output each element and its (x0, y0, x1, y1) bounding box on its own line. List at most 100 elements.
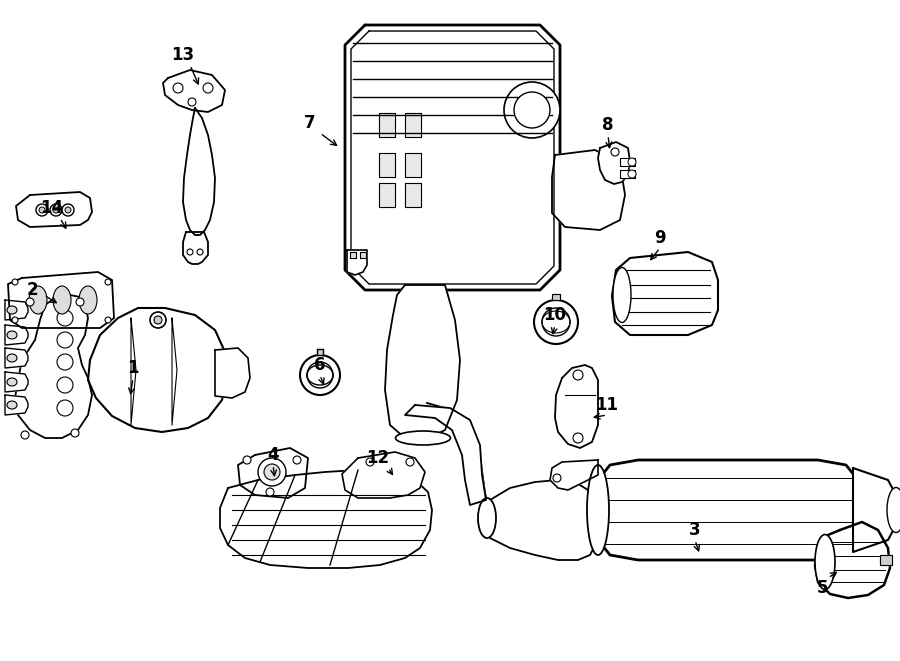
Polygon shape (405, 405, 486, 505)
Polygon shape (620, 158, 635, 166)
Polygon shape (550, 460, 598, 490)
Circle shape (307, 362, 333, 388)
Circle shape (187, 249, 193, 255)
Polygon shape (552, 150, 625, 230)
Polygon shape (598, 460, 858, 560)
Polygon shape (8, 272, 114, 328)
Circle shape (293, 456, 301, 464)
Text: 14: 14 (40, 199, 64, 217)
Polygon shape (342, 452, 425, 498)
Circle shape (258, 458, 286, 486)
Polygon shape (183, 108, 215, 235)
Ellipse shape (7, 306, 17, 314)
Ellipse shape (7, 401, 17, 409)
Ellipse shape (478, 498, 496, 538)
Polygon shape (215, 348, 250, 398)
Text: 11: 11 (596, 396, 618, 414)
Ellipse shape (613, 268, 631, 323)
Circle shape (514, 92, 550, 128)
Polygon shape (5, 372, 28, 392)
Polygon shape (360, 252, 366, 258)
Polygon shape (220, 470, 432, 568)
Polygon shape (5, 395, 28, 415)
Polygon shape (552, 294, 560, 300)
Circle shape (21, 431, 29, 439)
Circle shape (264, 464, 280, 480)
Polygon shape (317, 349, 323, 355)
Circle shape (12, 317, 18, 323)
Polygon shape (405, 113, 421, 137)
Text: 7: 7 (304, 114, 316, 132)
Text: 10: 10 (544, 306, 566, 324)
Polygon shape (347, 250, 367, 275)
Polygon shape (163, 70, 225, 112)
Circle shape (203, 83, 213, 93)
Polygon shape (405, 183, 421, 207)
Polygon shape (183, 232, 208, 264)
Polygon shape (379, 153, 395, 177)
Ellipse shape (7, 378, 17, 386)
Text: 13: 13 (171, 46, 194, 64)
Circle shape (105, 279, 111, 285)
Polygon shape (5, 300, 28, 320)
Ellipse shape (53, 286, 71, 314)
Text: 12: 12 (366, 449, 390, 467)
Circle shape (71, 429, 79, 437)
Circle shape (534, 300, 578, 344)
Ellipse shape (7, 331, 17, 339)
Polygon shape (480, 480, 598, 560)
Circle shape (105, 317, 111, 323)
Text: 3: 3 (689, 521, 701, 539)
Polygon shape (379, 113, 395, 137)
Circle shape (57, 377, 73, 393)
Polygon shape (620, 170, 635, 178)
Circle shape (57, 332, 73, 348)
Circle shape (57, 310, 73, 326)
Circle shape (65, 207, 71, 213)
Polygon shape (385, 285, 460, 440)
Text: 4: 4 (267, 446, 279, 464)
Circle shape (39, 207, 45, 213)
Text: 2: 2 (26, 281, 38, 299)
Polygon shape (15, 295, 92, 438)
Text: 5: 5 (816, 579, 828, 597)
Ellipse shape (587, 465, 609, 555)
Text: 8: 8 (602, 116, 614, 134)
Circle shape (53, 207, 59, 213)
Circle shape (266, 488, 274, 496)
Text: 9: 9 (654, 229, 666, 247)
Text: 1: 1 (127, 359, 139, 377)
Polygon shape (815, 522, 890, 598)
Circle shape (173, 83, 183, 93)
Polygon shape (880, 555, 892, 565)
Polygon shape (16, 192, 92, 227)
Polygon shape (5, 325, 28, 345)
Circle shape (150, 312, 166, 328)
Circle shape (36, 204, 48, 216)
Polygon shape (612, 252, 718, 335)
Polygon shape (405, 153, 421, 177)
Circle shape (553, 474, 561, 482)
Ellipse shape (395, 431, 451, 445)
Ellipse shape (29, 286, 47, 314)
Polygon shape (88, 308, 228, 432)
Polygon shape (350, 252, 356, 258)
Circle shape (504, 82, 560, 138)
Circle shape (50, 204, 62, 216)
Polygon shape (555, 365, 598, 448)
Circle shape (57, 400, 73, 416)
Polygon shape (379, 183, 395, 207)
Circle shape (628, 158, 636, 166)
Circle shape (188, 98, 196, 106)
Ellipse shape (7, 354, 17, 362)
Circle shape (12, 279, 18, 285)
Circle shape (62, 204, 74, 216)
Circle shape (57, 354, 73, 370)
Circle shape (300, 355, 340, 395)
Ellipse shape (887, 488, 900, 533)
Polygon shape (345, 25, 560, 290)
Polygon shape (238, 448, 308, 498)
Circle shape (26, 298, 34, 306)
Text: 6: 6 (314, 356, 326, 374)
Circle shape (611, 148, 619, 156)
